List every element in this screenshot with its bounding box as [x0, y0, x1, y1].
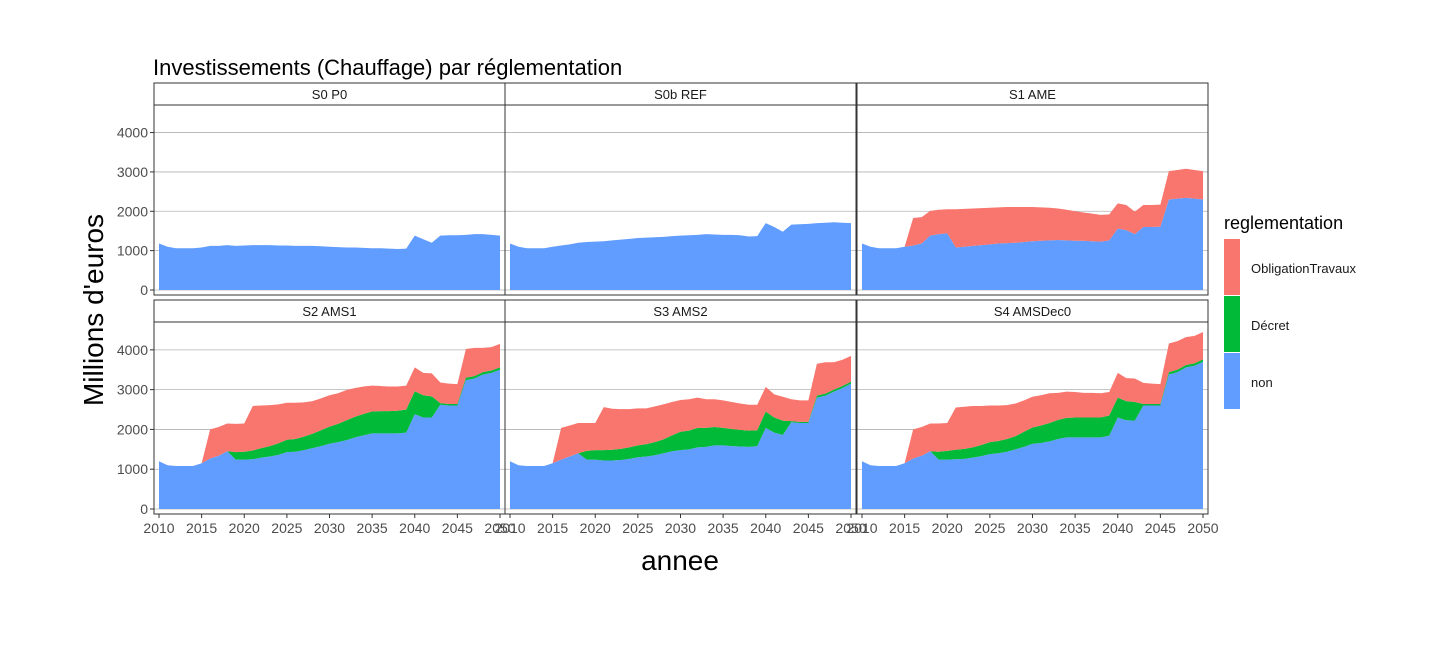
facet-panel: S1 AME: [856, 82, 1209, 296]
y-tick-label: 2000: [117, 421, 148, 437]
area-d-cret: [159, 367, 500, 467]
area-non: [159, 234, 500, 290]
x-tick-label: 2035: [708, 520, 739, 536]
x-tick-label: 2010: [846, 520, 877, 536]
area-obligationtravaux: [159, 343, 500, 467]
legend-label: ObligationTravaux: [1251, 261, 1357, 276]
x-tick-label: 2040: [1102, 520, 1133, 536]
facet-panel: S2 AMS1 0 1000 2000 3000 4000 2010 2015 2020 2025…: [117, 299, 516, 536]
legend-key: [1224, 353, 1240, 409]
y-tick-label: 2000: [117, 203, 148, 219]
x-tick-label: 2045: [442, 520, 473, 536]
x-tick-label: 2010: [143, 520, 174, 536]
x-tick-label: 2025: [974, 520, 1005, 536]
x-tick-label: 2050: [484, 520, 515, 536]
x-tick-label: 2025: [622, 520, 653, 536]
x-tick-label: 2015: [889, 520, 920, 536]
area-non: [510, 222, 851, 290]
area-obligationtravaux: [862, 331, 1203, 467]
facet-panel: S0b REF: [504, 82, 857, 296]
y-tick-label: 1000: [117, 461, 148, 477]
x-tick-label: 2045: [793, 520, 824, 536]
x-tick-label: 2025: [271, 520, 302, 536]
y-axis-title: Millions d'euros: [78, 214, 109, 406]
facet-panels: S0 P0 0 1000 2000 3000 4000 S0b REF S1 AME S2 AM…: [117, 82, 1219, 536]
legend-label: non: [1251, 375, 1273, 390]
x-tick-label: 2030: [314, 520, 345, 536]
legend-title: reglementation: [1224, 213, 1343, 233]
x-tick-label: 2050: [1187, 520, 1218, 536]
y-tick-label: 0: [140, 282, 148, 298]
legend: reglementation ObligationTravaux Décret no…: [1224, 213, 1357, 409]
x-tick-label: 2015: [186, 520, 217, 536]
area-non: [510, 383, 851, 509]
y-tick-label: 3000: [117, 382, 148, 398]
y-tick-label: 1000: [117, 243, 148, 259]
facet-strip-label: S4 AMSDec0: [994, 304, 1071, 319]
y-tick-label: 4000: [117, 342, 148, 358]
x-axis-title: annee: [641, 545, 719, 576]
y-tick-label: 3000: [117, 164, 148, 180]
area-obligationtravaux: [510, 355, 851, 467]
x-tick-label: 2020: [932, 520, 963, 536]
facet-strip-label: S3 AMS2: [653, 304, 707, 319]
x-tick-label: 2010: [494, 520, 525, 536]
x-tick-label: 2020: [580, 520, 611, 536]
x-tick-label: 2040: [750, 520, 781, 536]
y-tick-label: 4000: [117, 125, 148, 141]
x-tick-label: 2045: [1145, 520, 1176, 536]
facet-strip-label: S2 AMS1: [302, 304, 356, 319]
chart-title: Investissements (Chauffage) par réglemen…: [153, 55, 622, 80]
facet-strip-label: S0b REF: [654, 87, 707, 102]
area-non: [159, 369, 500, 509]
legend-key: [1224, 239, 1240, 295]
area-obligationtravaux: [862, 168, 1203, 249]
area-non: [862, 361, 1203, 509]
x-tick-label: 2015: [537, 520, 568, 536]
x-tick-label: 2035: [1060, 520, 1091, 536]
area-d-cret: [510, 381, 851, 467]
area-d-cret: [862, 359, 1203, 467]
x-tick-label: 2050: [835, 520, 866, 536]
x-tick-label: 2030: [665, 520, 696, 536]
facet-strip-label: S0 P0: [312, 87, 347, 102]
panel-border: [504, 104, 857, 296]
x-tick-label: 2040: [399, 520, 430, 536]
legend-key: [1224, 296, 1240, 352]
facet-panel: S3 AMS2 2010 2015 2020 2025 2030 2035 2040 2045 2…: [494, 299, 867, 536]
facet-panel: S4 AMSDec0 2010 2015 2020 2025 2030 2035 2040 20…: [846, 299, 1219, 536]
panel-border: [856, 104, 1209, 296]
area-non: [862, 197, 1203, 290]
legend-label: Décret: [1251, 318, 1290, 333]
x-tick-label: 2020: [229, 520, 260, 536]
x-tick-label: 2030: [1017, 520, 1048, 536]
x-tick-label: 2035: [357, 520, 388, 536]
y-tick-label: 0: [140, 501, 148, 517]
facet-strip-label: S1 AME: [1009, 87, 1056, 102]
facet-panel: S0 P0 0 1000 2000 3000 4000: [117, 82, 506, 298]
